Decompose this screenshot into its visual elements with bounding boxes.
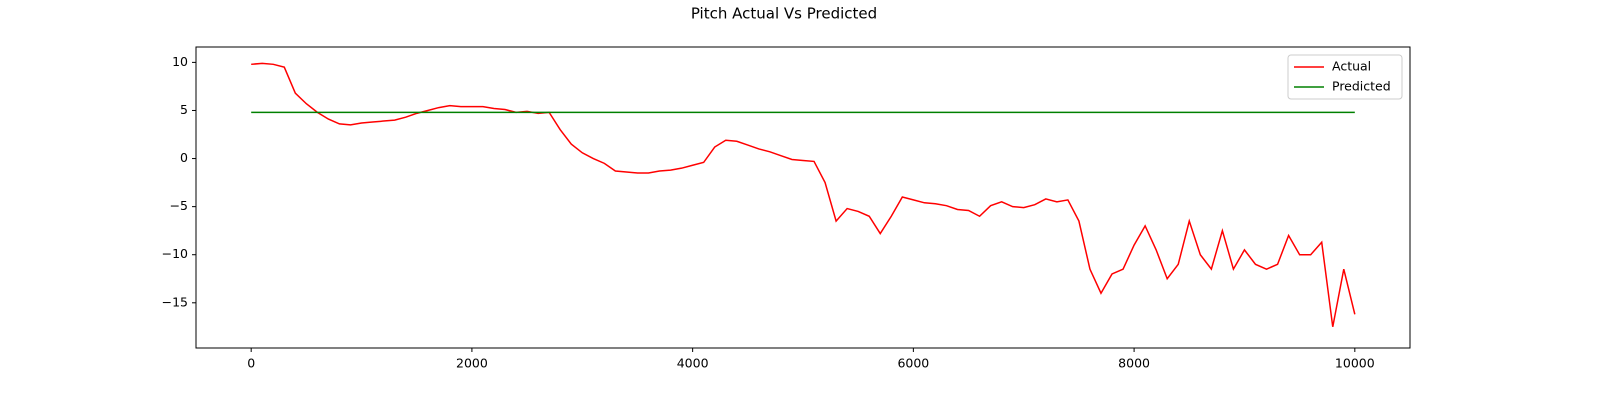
y-tick-label: −10 <box>162 246 188 261</box>
chart-title: Pitch Actual Vs Predicted <box>691 5 877 23</box>
legend-label: Actual <box>1332 59 1371 74</box>
legend-label: Predicted <box>1332 79 1391 94</box>
x-tick-label: 0 <box>247 356 255 371</box>
legend-box <box>1287 54 1403 100</box>
y-tick-label: −15 <box>162 294 188 309</box>
x-tick-label: 8000 <box>1118 356 1150 371</box>
y-tick-label: 0 <box>180 150 188 165</box>
x-tick-label: 6000 <box>897 356 929 371</box>
x-tick-label: 10000 <box>1335 356 1375 371</box>
x-tick-label: 2000 <box>456 356 488 371</box>
plot-frame <box>195 46 1411 349</box>
x-tick-label: 4000 <box>677 356 709 371</box>
y-tick-label: −5 <box>170 198 188 213</box>
data-line <box>251 62 1356 327</box>
y-tick-label: 5 <box>180 102 188 117</box>
y-tick-label: 10 <box>172 54 188 69</box>
